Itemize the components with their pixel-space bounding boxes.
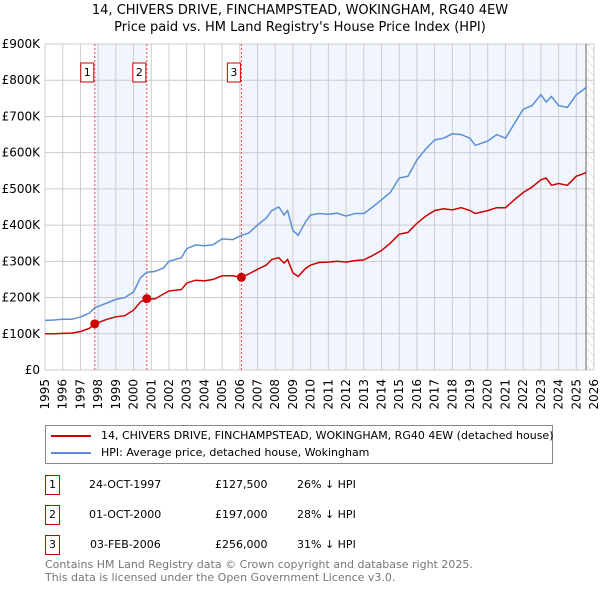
sale-badge: 2 (45, 505, 60, 525)
x-tick-label: 2016 (410, 379, 424, 410)
x-tick-label: 2006 (233, 379, 247, 410)
legend-label: 14, CHIVERS DRIVE, FINCHAMPSTEAD, WOKING… (101, 429, 554, 442)
x-tick-label: 2013 (357, 379, 371, 410)
x-tick-label: 1998 (91, 379, 105, 410)
sale-point (90, 319, 100, 329)
sale-price: £197,000 (215, 508, 268, 521)
x-tick-label: 2024 (552, 379, 566, 410)
sale-date: 01-OCT-2000 (89, 508, 162, 521)
y-tick-label: £600K (2, 146, 42, 160)
legend-item-hpi: HPI: Average price, detached house, Woki… (46, 445, 369, 461)
sale-badge-box (80, 62, 95, 83)
y-tick-label: £300K (2, 254, 42, 268)
x-tick-label: 2010 (304, 379, 318, 410)
sale-hpi-diff: 26% ↓ HPI (297, 478, 356, 491)
y-tick-label: £400K (2, 218, 42, 232)
chart-subtitle: Price paid vs. HM Land Registry's House … (114, 20, 486, 35)
sale-badge: 3 (45, 535, 60, 555)
sale-date: 03-FEB-2006 (90, 538, 161, 551)
x-tick-label: 2026 (587, 379, 600, 410)
y-tick-label: £0 (25, 363, 40, 377)
sale-row: 1 24-OCT-1997 £127,500 26% ↓ HPI (45, 475, 445, 495)
sale-row: 3 03-FEB-2006 £256,000 31% ↓ HPI (45, 535, 445, 555)
x-tick-label: 2002 (162, 379, 176, 410)
legend-item-property: 14, CHIVERS DRIVE, FINCHAMPSTEAD, WOKING… (46, 428, 553, 444)
legend-swatch-blue (51, 452, 91, 454)
sale-point (236, 272, 246, 282)
x-tick-label: 2014 (374, 379, 388, 410)
x-tick-label: 2012 (339, 379, 353, 410)
sale-price: £256,000 (215, 538, 268, 551)
x-tick-label: 2000 (127, 379, 141, 410)
x-tick-label: 2003 (180, 379, 194, 410)
sale-hpi-diff: 31% ↓ HPI (297, 538, 356, 551)
sale-badge-number: 3 (230, 66, 237, 79)
x-tick-label: 2020 (481, 379, 495, 410)
x-tick-label: 2001 (144, 379, 158, 410)
x-tick-label: 2004 (197, 379, 211, 410)
footer-copyright: Contains HM Land Registry data © Crown c… (45, 558, 473, 571)
y-tick-label: £700K (2, 109, 42, 123)
price-chart: 1995 1996 1997 1998 1999 2000 2001 2002 2003 2004… (2, 37, 600, 410)
legend-swatch-red (51, 435, 91, 437)
x-tick-label: 1997 (73, 379, 87, 410)
legend: 14, CHIVERS DRIVE, FINCHAMPSTEAD, WOKING… (45, 425, 553, 464)
x-tick-label: 2007 (251, 379, 265, 410)
x-tick-label: 2009 (286, 379, 300, 410)
x-tick-label: 1996 (56, 379, 70, 410)
x-tick-label: 2023 (534, 379, 548, 410)
shaded-period (241, 44, 587, 370)
hpi-line (44, 86, 587, 322)
x-tick-label: 2018 (445, 379, 459, 410)
x-tick-label: 2008 (268, 379, 282, 410)
footer-licence: This data is licensed under the Open Gov… (45, 571, 396, 584)
sale-badge-number: 1 (84, 66, 91, 79)
sale-hpi-diff: 28% ↓ HPI (297, 508, 356, 521)
property-price-line (45, 171, 587, 335)
x-tick-label: 2022 (516, 379, 530, 410)
sale-row: 2 01-OCT-2000 £197,000 28% ↓ HPI (45, 505, 445, 525)
x-tick-label: 2005 (215, 379, 229, 410)
y-tick-label: £100K (2, 327, 42, 341)
y-tick-label: £900K (2, 37, 42, 51)
sale-badge: 1 (45, 475, 60, 495)
sale-date: 24-OCT-1997 (89, 478, 162, 491)
x-tick-label: 1999 (109, 379, 123, 410)
sale-badge-box (132, 62, 147, 83)
x-tick-label: 2015 (392, 379, 406, 410)
legend-label: HPI: Average price, detached house, Woki… (101, 446, 370, 459)
forecast-hatch (586, 44, 594, 370)
sale-price: £127,500 (215, 478, 268, 491)
x-tick-label: 2011 (321, 379, 335, 410)
sale-point (142, 294, 152, 304)
footer: Contains HM Land Registry data © Crown c… (45, 558, 473, 584)
x-tick-label: 2025 (569, 379, 583, 410)
sale-badge-box (226, 62, 241, 83)
y-tick-label: £500K (2, 182, 42, 196)
x-tick-label: 2019 (463, 379, 477, 410)
x-tick-label: 2021 (498, 379, 512, 410)
chart-title: 14, CHIVERS DRIVE, FINCHAMPSTEAD, WOKING… (91, 3, 509, 18)
x-tick-label: 1995 (38, 379, 52, 410)
sale-badge-number: 2 (136, 66, 143, 79)
y-tick-label: £800K (2, 73, 42, 87)
x-tick-label: 2017 (428, 379, 442, 410)
y-tick-label: £200K (2, 291, 42, 305)
